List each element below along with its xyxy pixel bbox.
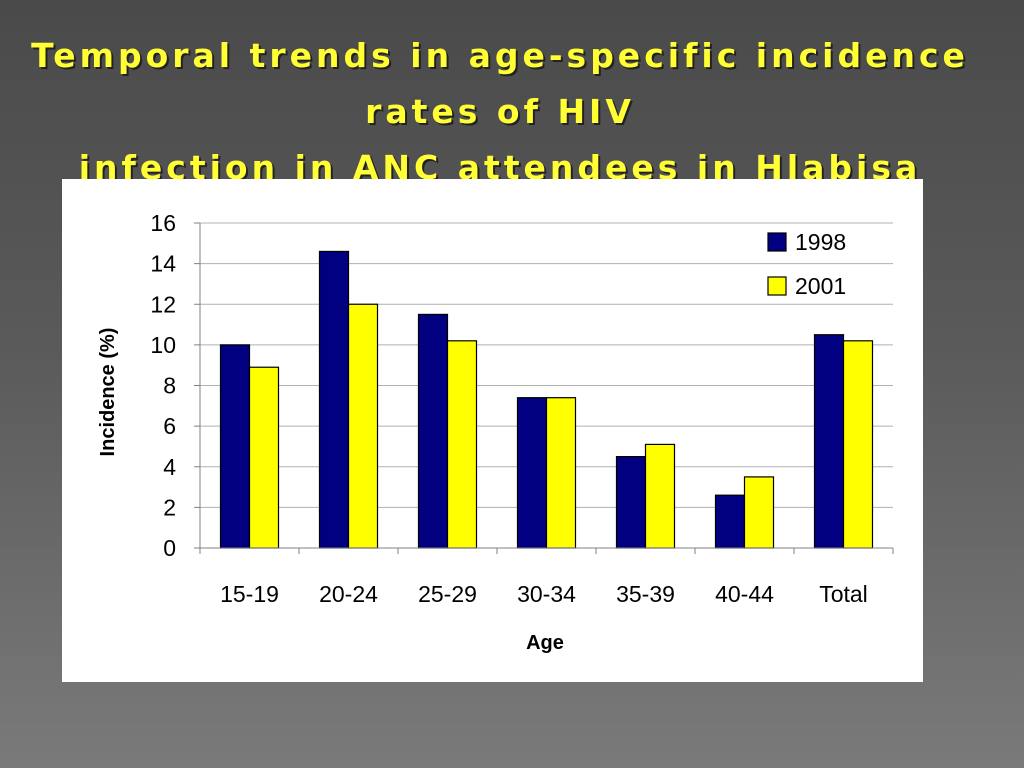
- bar-2001-30-34: [545, 397, 577, 549]
- y-axis-title: Incidence (%): [97, 328, 119, 457]
- bar-1998-Total: [813, 334, 845, 549]
- legend-label-1998: 1998: [795, 229, 846, 255]
- y-tick-label: 6: [163, 413, 176, 439]
- bar-2001-15-19: [248, 366, 280, 549]
- x-tick-labels: 15-19 20-24 25-29 30-34 35-39 40-44 Total: [220, 581, 868, 607]
- bar-2001-Total: [842, 340, 874, 549]
- bar-chart: 0 2 4 6 8 10 12 14 16 15-19 20-24 25-29 30-34 35-39 4…: [97, 210, 894, 654]
- x-axis-title: Age: [526, 632, 564, 654]
- bar-1998-20-24: [318, 250, 350, 549]
- bar-1998-25-29: [417, 313, 449, 549]
- x-tick-label: 35-39: [616, 581, 675, 607]
- bar-1998-30-34: [516, 397, 548, 549]
- y-tick-label: 10: [150, 332, 176, 358]
- bars: [219, 250, 874, 549]
- slide-title: Temporal trends in age-specific incidenc…: [0, 28, 1000, 196]
- slide-title-line-1: Temporal trends in age-specific incidenc…: [31, 36, 969, 131]
- legend-swatch-1998: [767, 232, 787, 252]
- x-tick-label: 40-44: [715, 581, 774, 607]
- x-tick-label: 30-34: [517, 581, 576, 607]
- y-tick-label: 8: [163, 373, 176, 399]
- legend-label-2001: 2001: [795, 273, 846, 299]
- bar-2001-20-24: [347, 303, 379, 549]
- legend: 1998 2001: [767, 229, 846, 299]
- axes: [194, 222, 894, 554]
- y-tick-label: 2: [163, 494, 176, 520]
- bar-2001-35-39: [644, 443, 676, 549]
- x-tick-label: 25-29: [418, 581, 477, 607]
- y-tick-labels: 0 2 4 6 8 10 12 14 16: [150, 210, 176, 561]
- bar-1998-15-19: [219, 344, 251, 549]
- y-tick-label: 14: [150, 251, 176, 277]
- x-tick-label: Total: [819, 581, 868, 607]
- bar-2001-40-44: [743, 476, 775, 549]
- bar-1998-35-39: [615, 455, 647, 549]
- y-tick-label: 12: [150, 291, 176, 317]
- y-tick-label: 0: [163, 535, 176, 561]
- x-tick-label: 15-19: [220, 581, 279, 607]
- bar-1998-40-44: [714, 494, 746, 549]
- x-tick-label: 20-24: [319, 581, 378, 607]
- y-tick-label: 4: [163, 454, 176, 480]
- bar-2001-25-29: [446, 340, 478, 549]
- y-tick-label: 16: [150, 210, 176, 236]
- legend-swatch-2001: [767, 276, 787, 296]
- chart-panel: 0 2 4 6 8 10 12 14 16 15-19 20-24 25-29 30-34 35-39 4…: [62, 179, 923, 682]
